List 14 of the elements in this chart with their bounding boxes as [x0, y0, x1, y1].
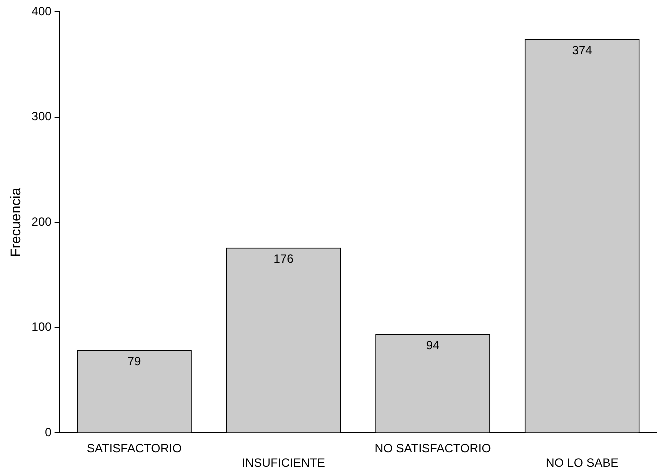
- data-label: 94: [426, 338, 440, 353]
- y-axis-title: Frecuencia: [7, 188, 24, 258]
- y-tick-label: 400: [32, 4, 52, 18]
- data-label: 374: [572, 44, 593, 58]
- y-tick-label: 200: [32, 214, 52, 229]
- y-tick-label: 300: [32, 110, 52, 124]
- data-label: 176: [274, 252, 294, 266]
- x-tick-label: NO LO SABE: [546, 456, 619, 470]
- x-tick-label: NO SATISFACTORIO: [374, 442, 492, 456]
- data-label: 79: [128, 354, 142, 368]
- x-tick-label: INSUFICIENTE: [242, 456, 326, 470]
- y-tick-label: 100: [32, 320, 52, 334]
- x-tick-label: SATISFACTORIO: [87, 442, 182, 456]
- y-tick-label: 0: [45, 426, 52, 440]
